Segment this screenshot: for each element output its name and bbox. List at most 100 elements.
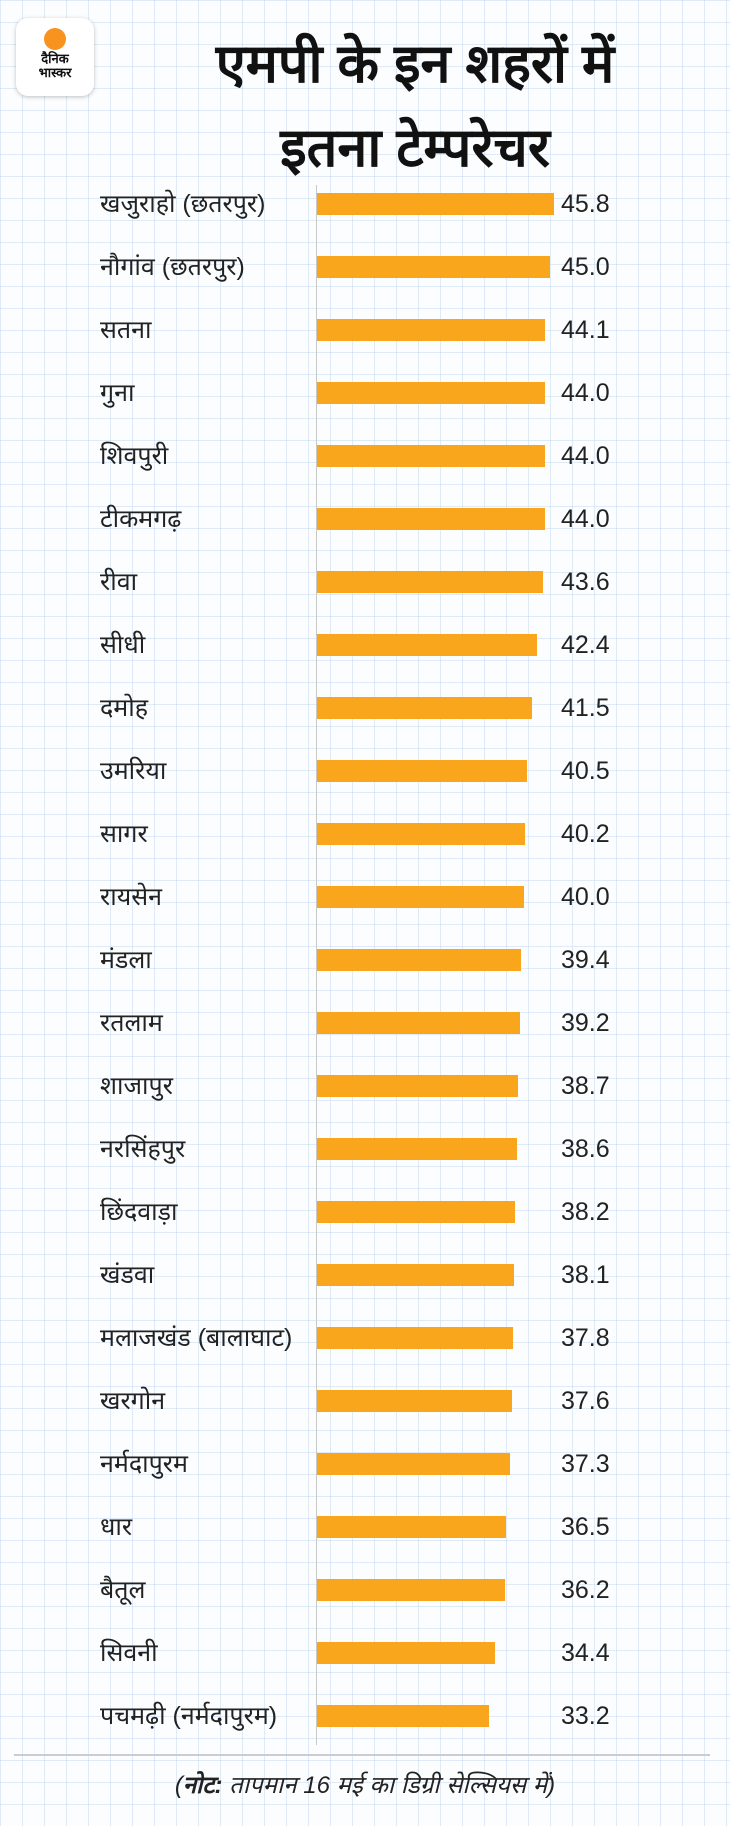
logo-line-1: दैनिक <box>41 51 69 66</box>
bar <box>317 886 525 908</box>
value-label: 37.6 <box>561 1387 610 1415</box>
bar <box>317 571 543 593</box>
bar <box>317 760 527 782</box>
chart-title: एमपी के इन शहरों में इतना टेम्परेचर <box>110 22 720 190</box>
bar-row: दमोह 41.5 <box>0 688 730 728</box>
bar <box>317 1642 496 1664</box>
bar-row: रीवा 43.6 <box>0 562 730 602</box>
value-label: 39.4 <box>561 946 610 974</box>
divider <box>14 1754 710 1756</box>
title-line-1: एमपी के इन शहरों में <box>215 34 615 94</box>
category-label: सीधी <box>100 631 146 659</box>
category-label: नर्मदापुरम <box>100 1450 188 1478</box>
bar-row: मंडला 39.4 <box>0 940 730 980</box>
bar-row: मलाजखंड (बालाघाट) 37.8 <box>0 1318 730 1358</box>
bar-row: सिवनी 34.4 <box>0 1633 730 1673</box>
value-label: 37.8 <box>561 1324 610 1352</box>
value-label: 33.2 <box>561 1702 610 1730</box>
category-label: धार <box>100 1513 133 1541</box>
bar-row: गुना 44.0 <box>0 373 730 413</box>
value-label: 43.6 <box>561 568 610 596</box>
bar <box>317 1579 505 1601</box>
bar <box>317 1264 515 1286</box>
bar <box>317 1390 512 1412</box>
category-label: मंडला <box>100 946 152 974</box>
category-label: खंडवा <box>100 1261 155 1289</box>
bar-row: नर्मदापुरम 37.3 <box>0 1444 730 1484</box>
value-label: 40.5 <box>561 757 610 785</box>
value-label: 42.4 <box>561 631 610 659</box>
value-label: 38.6 <box>561 1135 610 1163</box>
bar-row: खंडवा 38.1 <box>0 1255 730 1295</box>
bar-row: सीधी 42.4 <box>0 625 730 665</box>
category-label: सतना <box>100 316 152 344</box>
value-label: 45.8 <box>561 190 610 218</box>
bar <box>317 949 522 971</box>
bar <box>317 382 545 404</box>
category-label: शाजापुर <box>100 1072 173 1100</box>
bar-row: शिवपुरी 44.0 <box>0 436 730 476</box>
bar-row: सतना 44.1 <box>0 310 730 350</box>
bar-row: टीकमगढ़ 44.0 <box>0 499 730 539</box>
bar-row: रतलाम 39.2 <box>0 1003 730 1043</box>
value-label: 36.2 <box>561 1576 610 1604</box>
bar <box>317 445 545 467</box>
value-label: 34.4 <box>561 1639 610 1667</box>
bar <box>317 1516 507 1538</box>
bar-row: सागर 40.2 <box>0 814 730 854</box>
bar-row: पचमढ़ी (नर्मदापुरम) 33.2 <box>0 1696 730 1736</box>
bar <box>317 1453 511 1475</box>
bar-row: खरगोन 37.6 <box>0 1381 730 1421</box>
category-label: सिवनी <box>100 1639 158 1667</box>
bar-row: नौगांव (छतरपुर) 45.0 <box>0 247 730 287</box>
bar <box>317 1138 517 1160</box>
note-prefix: नोट: <box>182 1772 223 1799</box>
category-label: गुना <box>100 379 135 407</box>
category-label: पचमढ़ी (नर्मदापुरम) <box>100 1702 278 1730</box>
bar-row: शाजापुर 38.7 <box>0 1066 730 1106</box>
value-label: 39.2 <box>561 1009 610 1037</box>
bar <box>317 1705 489 1727</box>
category-label: उमरिया <box>100 757 167 785</box>
bar <box>317 697 532 719</box>
logo-line-2: भास्कर <box>38 65 72 80</box>
value-label: 45.0 <box>561 253 610 281</box>
value-label: 38.2 <box>561 1198 610 1226</box>
bar <box>317 1012 521 1034</box>
bar-row: खजुराहो (छतरपुर) 45.8 <box>0 184 730 224</box>
category-label: छिंदवाड़ा <box>100 1198 178 1226</box>
bar <box>317 256 551 278</box>
bar-row: बैतूल 36.2 <box>0 1570 730 1610</box>
note-text: तापमान 16 मई का डिग्री सेल्सियस में <box>222 1772 548 1799</box>
bar-row: छिंदवाड़ा 38.2 <box>0 1192 730 1232</box>
bar-row: रायसेन 40.0 <box>0 877 730 917</box>
bar <box>317 634 537 656</box>
dainik-bhaskar-logo: दैनिक भास्कर <box>16 18 94 96</box>
category-label: शिवपुरी <box>100 442 169 470</box>
category-label: खरगोन <box>100 1387 166 1415</box>
bar <box>317 508 545 530</box>
bar <box>317 1201 515 1223</box>
category-label: रतलाम <box>100 1009 163 1037</box>
y-axis-line <box>316 185 317 1745</box>
category-label: नौगांव (छतरपुर) <box>100 253 245 281</box>
value-label: 44.1 <box>561 316 610 344</box>
bar-row: उमरिया 40.5 <box>0 751 730 791</box>
footnote: (नोट: तापमान 16 मई का डिग्री सेल्सियस मे… <box>174 1772 556 1799</box>
value-label: 37.3 <box>561 1450 610 1478</box>
category-label: नरसिंहपुर <box>100 1135 186 1163</box>
value-label: 44.0 <box>561 379 610 407</box>
bar <box>317 1075 518 1097</box>
value-label: 38.7 <box>561 1072 610 1100</box>
value-label: 38.1 <box>561 1261 610 1289</box>
bar <box>317 193 555 215</box>
bar <box>317 1327 513 1349</box>
value-label: 36.5 <box>561 1513 610 1541</box>
bar-row: नरसिंहपुर 38.6 <box>0 1129 730 1169</box>
category-label: बैतूल <box>100 1576 146 1604</box>
value-label: 40.0 <box>561 883 610 911</box>
sun-icon <box>44 28 66 50</box>
category-label: मलाजखंड (बालाघाट) <box>100 1324 293 1352</box>
category-label: रायसेन <box>100 883 162 911</box>
bar <box>317 823 526 845</box>
